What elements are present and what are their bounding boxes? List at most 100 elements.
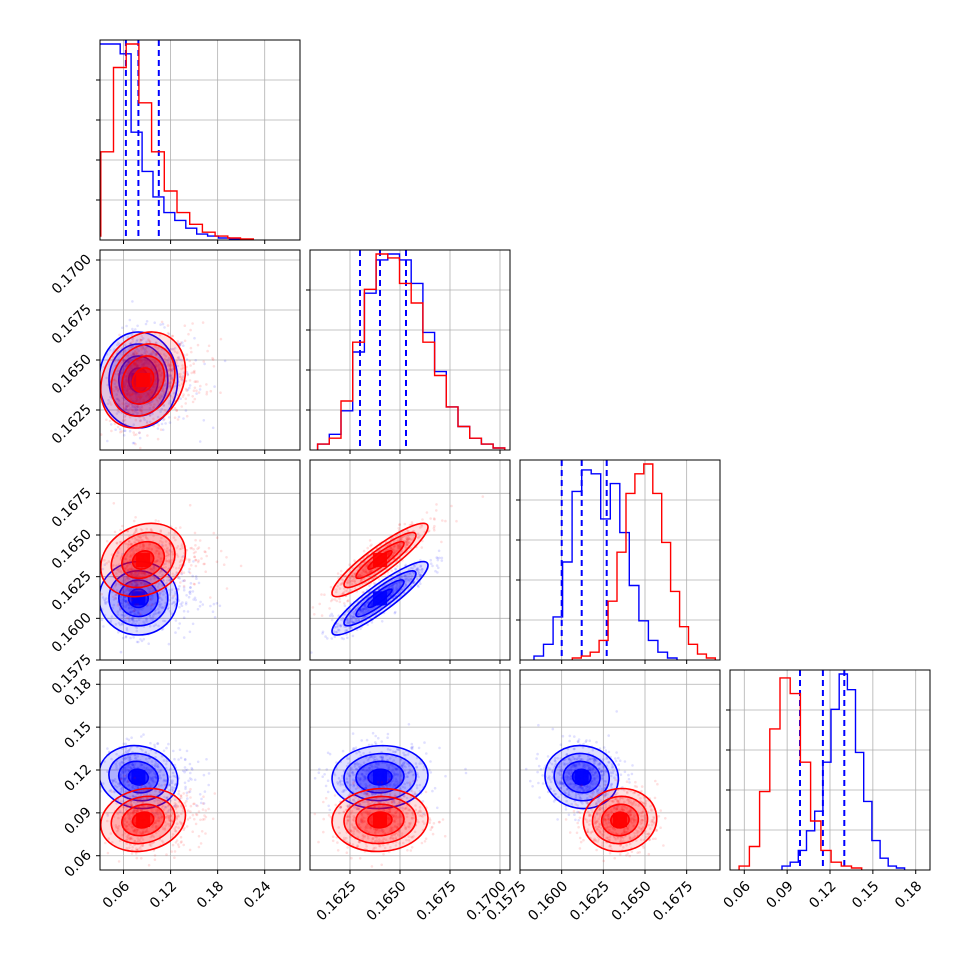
scatter-point (141, 570, 145, 574)
scatter-point (175, 553, 179, 556)
scatter-point (165, 555, 169, 558)
scatter-point (360, 772, 364, 776)
scatter-point (148, 394, 151, 397)
scatter-point (202, 795, 205, 798)
scatter-point (125, 576, 129, 579)
scatter-point (138, 612, 142, 616)
scatter-point (408, 578, 411, 581)
scatter-point (102, 782, 105, 785)
scatter-point (164, 601, 167, 605)
scatter-point (125, 749, 128, 753)
scatter-point (169, 819, 172, 822)
scatter-point (134, 831, 138, 835)
scatter-point (419, 558, 422, 562)
scatter-point (348, 620, 352, 623)
scatter-point (123, 832, 127, 835)
scatter-point (407, 541, 411, 544)
scatter-point (464, 767, 467, 771)
scatter-point (147, 642, 150, 645)
scatter-point (141, 548, 144, 551)
scatter-point (324, 784, 328, 788)
scatter-point (113, 422, 117, 426)
scatter-point (145, 757, 148, 761)
scatter-point (402, 764, 406, 767)
scatter-point (179, 343, 182, 347)
scatter-point (137, 640, 140, 644)
scatter-point (402, 761, 405, 764)
scatter-point (339, 569, 343, 573)
scatter-point (163, 828, 167, 831)
scatter-point (164, 354, 168, 358)
scatter-point (397, 527, 401, 530)
scatter-point (350, 626, 353, 630)
scatter-point (163, 417, 166, 421)
scatter-point (394, 586, 398, 589)
scatter-point (135, 529, 138, 533)
scatter-point (129, 542, 132, 546)
scatter-point (145, 420, 149, 423)
scatter-point (126, 404, 130, 408)
scatter-point (349, 783, 352, 787)
scatter-point (393, 766, 397, 769)
scatter-point (171, 781, 174, 785)
scatter-point (150, 598, 153, 601)
scatter-point (329, 585, 333, 589)
scatter-point (190, 766, 193, 770)
scatter-point (159, 569, 163, 573)
scatter-point (170, 377, 173, 381)
scatter-point (119, 607, 122, 611)
scatter-point (121, 771, 124, 774)
scatter-point (153, 351, 156, 355)
scatter-point (164, 361, 167, 364)
scatter-point (203, 562, 206, 566)
scatter-point (132, 423, 135, 427)
scatter-point (169, 779, 173, 782)
scatter-point (158, 592, 161, 595)
scatter-point (324, 635, 327, 638)
scatter-point (116, 613, 120, 616)
scatter-point (393, 544, 397, 548)
scatter-point (407, 575, 411, 579)
scatter-point (116, 610, 120, 613)
scatter-point (145, 350, 149, 354)
scatter-point (377, 736, 380, 740)
scatter-point (151, 594, 155, 597)
scatter-point (115, 412, 119, 415)
scatter-point (176, 386, 179, 390)
scatter-point (152, 806, 155, 810)
scatter-point (330, 618, 334, 622)
scatter-point (358, 777, 362, 780)
scatter-point (139, 535, 142, 538)
scatter-point (126, 569, 129, 572)
scatter-point (202, 360, 205, 363)
scatter-point (366, 546, 370, 550)
scatter-point (189, 590, 192, 593)
scatter-point (350, 580, 354, 583)
scatter-point (128, 318, 132, 322)
scatter-point (174, 803, 178, 806)
scatter-point (137, 871, 140, 874)
scatter-point (158, 333, 162, 337)
scatter-point (417, 746, 421, 750)
scatter-point (141, 545, 145, 548)
scatter-point (123, 816, 127, 820)
scatter-point (137, 611, 140, 614)
scatter-point (356, 777, 360, 780)
scatter-point (415, 568, 419, 571)
scatter-point (125, 835, 129, 838)
scatter-point (128, 415, 132, 419)
scatter-point (416, 573, 420, 576)
scatter-point (338, 587, 342, 590)
scatter-point (116, 827, 120, 831)
scatter-point (362, 607, 365, 611)
scatter-point (105, 376, 108, 380)
scatter-point (370, 754, 374, 758)
scatter-point (195, 392, 198, 395)
scatter-point (346, 581, 350, 585)
scatter-point (187, 570, 191, 573)
scatter-point (188, 379, 192, 382)
scatter-point (158, 369, 161, 372)
scatter-point (150, 586, 154, 590)
scatter-point (126, 755, 130, 758)
scatter-point (417, 535, 420, 539)
